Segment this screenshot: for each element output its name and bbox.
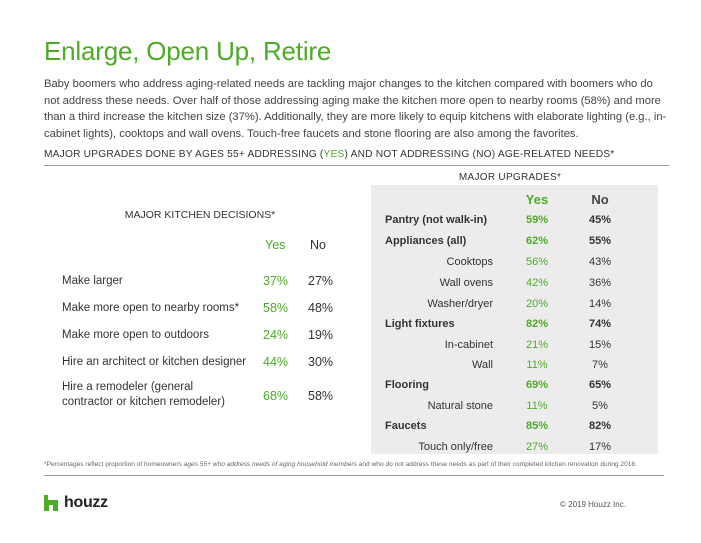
footnote: *Percentages reflect proportion of homeo… bbox=[44, 460, 664, 476]
table-row: Make larger 37% 27% bbox=[62, 274, 352, 294]
kitchen-decisions-title: MAJOR KITCHEN DECISIONS* bbox=[124, 209, 276, 221]
upgrades-panel bbox=[371, 185, 658, 454]
table-row: Hire an architect or kitchen designer 44… bbox=[62, 355, 352, 375]
upgrade-no: 17% bbox=[588, 441, 612, 453]
footnote-part2: and who do not address these needs as pa… bbox=[356, 461, 637, 468]
upgrade-yes: 69% bbox=[525, 379, 549, 391]
upgrade-label: In-cabinet bbox=[444, 339, 493, 351]
footnote-italic: ages 55+ who address needs of aging hous… bbox=[183, 461, 357, 468]
table-row: Touch only/free 27% 17% bbox=[371, 437, 658, 457]
table-row: Appliances (all) 62% 55% bbox=[371, 231, 658, 251]
decision-label: Hire an architect or kitchen designer bbox=[62, 356, 247, 368]
upgrade-yes: 27% bbox=[525, 441, 549, 453]
upgrade-yes: 82% bbox=[525, 318, 549, 330]
upgrade-label: Wall bbox=[472, 359, 493, 371]
decision-yes: 58% bbox=[263, 301, 289, 315]
upgrade-label: Cooktops bbox=[446, 256, 493, 268]
decision-no: 48% bbox=[308, 301, 334, 315]
table-row: Pantry (not walk-in) 59% 45% bbox=[371, 210, 658, 230]
upgrade-no: 7% bbox=[592, 359, 608, 371]
upgrade-label: Flooring bbox=[385, 379, 429, 391]
section-heading-highlight: YES bbox=[323, 149, 345, 160]
upgrade-label: Wall ovens bbox=[439, 277, 493, 289]
upgrade-label: Light fixtures bbox=[385, 318, 455, 330]
upgrade-no: 74% bbox=[588, 318, 612, 330]
table-row: Washer/dryer 20% 14% bbox=[371, 294, 658, 314]
kitchen-decisions-no-header: No bbox=[310, 238, 326, 252]
upgrade-no: 15% bbox=[588, 339, 612, 351]
upgrades-no-header: No bbox=[591, 192, 609, 207]
kitchen-decisions-yes-header: Yes bbox=[265, 238, 286, 252]
upgrade-no: 45% bbox=[588, 214, 612, 226]
decision-label: Make more open to nearby rooms* bbox=[62, 302, 240, 314]
decision-yes: 68% bbox=[263, 389, 289, 403]
upgrade-no: 82% bbox=[588, 420, 612, 432]
footnote-part1: *Percentages reflect proportion of homeo… bbox=[44, 461, 184, 468]
decision-no: 58% bbox=[308, 389, 334, 403]
decision-yes: 37% bbox=[263, 274, 289, 288]
upgrades-title: MAJOR UPGRADES* bbox=[458, 172, 562, 183]
decision-no: 19% bbox=[308, 328, 334, 342]
upgrade-label: Touch only/free bbox=[418, 441, 493, 453]
decision-no: 30% bbox=[308, 355, 334, 369]
table-row: Make more open to nearby rooms* 58% 48% bbox=[62, 301, 352, 321]
decision-yes: 24% bbox=[263, 328, 289, 342]
decision-label: Hire a remodeler (general contractor or … bbox=[62, 381, 225, 408]
upgrade-label: Faucets bbox=[385, 420, 427, 432]
table-row: Wall ovens 42% 36% bbox=[371, 273, 658, 293]
upgrade-no: 5% bbox=[592, 400, 608, 412]
upgrade-yes: 20% bbox=[525, 298, 549, 310]
section-heading-after: ) AND NOT ADDRESSING (NO) AGE-RELATED NE… bbox=[344, 149, 615, 160]
decision-label: Make more open to outdoors bbox=[62, 329, 210, 341]
upgrade-yes: 56% bbox=[525, 256, 549, 268]
upgrade-yes: 62% bbox=[525, 235, 549, 247]
decision-no: 27% bbox=[308, 274, 334, 288]
upgrade-yes: 59% bbox=[525, 214, 549, 226]
upgrade-label: Washer/dryer bbox=[427, 298, 493, 310]
table-row: Make more open to outdoors 24% 19% bbox=[62, 328, 352, 348]
upgrade-no: 65% bbox=[588, 379, 612, 391]
table-row: Faucets 85% 82% bbox=[371, 416, 658, 436]
decision-label: Make larger bbox=[62, 275, 123, 287]
page-title: Enlarge, Open Up, Retire bbox=[44, 36, 332, 66]
table-row: Flooring 69% 65% bbox=[371, 375, 658, 395]
upgrade-label: Appliances (all) bbox=[385, 235, 467, 247]
upgrade-no: 43% bbox=[588, 256, 612, 268]
upgrade-no: 14% bbox=[588, 298, 612, 310]
copyright: © 2019 Houzz Inc. bbox=[560, 500, 626, 509]
upgrade-label: Natural stone bbox=[427, 400, 493, 412]
upgrade-yes: 85% bbox=[525, 420, 549, 432]
table-row: Cooktops 56% 43% bbox=[371, 252, 658, 272]
intro-paragraph: Baby boomers who address aging-related n… bbox=[44, 78, 667, 140]
houzz-logo-icon bbox=[44, 495, 58, 511]
table-row: Wall 11% 7% bbox=[371, 355, 658, 375]
logo-text: houzz bbox=[64, 494, 108, 511]
upgrade-no: 36% bbox=[588, 277, 612, 289]
upgrade-yes: 21% bbox=[525, 339, 549, 351]
upgrade-no: 55% bbox=[588, 235, 612, 247]
table-row: In-cabinet 21% 15% bbox=[371, 335, 658, 355]
upgrade-label: Pantry (not walk-in) bbox=[385, 214, 488, 226]
table-row: Natural stone 11% 5% bbox=[371, 396, 658, 416]
upgrade-yes: 11% bbox=[526, 359, 548, 371]
upgrade-yes: 42% bbox=[525, 277, 549, 289]
upgrades-yes-header: Yes bbox=[525, 192, 549, 207]
section-heading-before: MAJOR UPGRADES DONE BY AGES 55+ ADDRESSI… bbox=[44, 149, 324, 160]
table-row: Hire a remodeler (general contractor or … bbox=[62, 380, 352, 412]
upgrade-yes: 11% bbox=[526, 400, 548, 412]
section-heading: MAJOR UPGRADES DONE BY AGES 55+ ADDRESSI… bbox=[44, 149, 669, 166]
table-row: Light fixtures 82% 74% bbox=[371, 314, 658, 334]
decision-yes: 44% bbox=[263, 355, 289, 369]
